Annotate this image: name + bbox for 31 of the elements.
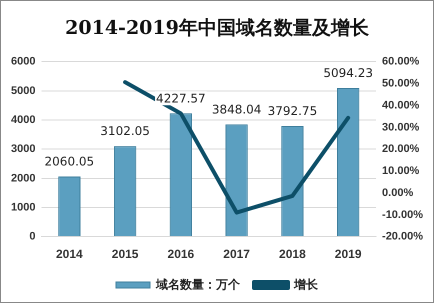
x-tick-label: 2018 bbox=[279, 247, 306, 262]
y-tick-label: 5000 bbox=[10, 84, 36, 97]
data-label: 3102.05 bbox=[100, 124, 150, 138]
data-label: 2060.05 bbox=[44, 154, 94, 169]
y2-tick-label: -10.00% bbox=[382, 208, 424, 221]
y2-tick-label: 40.00% bbox=[382, 99, 420, 112]
y2-tick-label: 20.00% bbox=[382, 143, 420, 156]
chart-title: 2014-2019年中国域名数量及增长 bbox=[64, 16, 370, 41]
data-label: 4227.57 bbox=[156, 91, 206, 106]
legend-label: 域名数量：万个 bbox=[155, 277, 241, 292]
x-tick-label: 2016 bbox=[168, 247, 195, 262]
y2-tick-label: 50.00% bbox=[382, 78, 420, 90]
x-tick-label: 2019 bbox=[334, 247, 362, 262]
y2-tick-label: -20.00% bbox=[382, 230, 424, 243]
y-tick-label: 0 bbox=[29, 230, 36, 243]
x-tick-label: 2014 bbox=[56, 247, 84, 262]
y2-tick-label: 30.00% bbox=[382, 121, 420, 134]
y2-tick-label: 0.00% bbox=[382, 186, 414, 199]
legend-label: 增长 bbox=[293, 277, 319, 292]
x-tick-label: 2015 bbox=[112, 247, 139, 262]
y2-tick-label: 10.00% bbox=[382, 165, 420, 178]
data-label: 3848.04 bbox=[212, 102, 262, 116]
y2-tick-label: 60.00% bbox=[382, 56, 420, 68]
data-label: 3792.75 bbox=[268, 104, 318, 118]
y-tick-label: 1000 bbox=[10, 201, 36, 214]
y-tick-label: 3000 bbox=[10, 143, 36, 156]
y-tick-label: 2000 bbox=[10, 172, 36, 184]
x-tick-label: 2017 bbox=[223, 247, 250, 262]
y-tick-label: 4000 bbox=[10, 114, 36, 126]
y-tick-label: 6000 bbox=[10, 56, 36, 68]
data-label: 5094.23 bbox=[323, 66, 373, 80]
